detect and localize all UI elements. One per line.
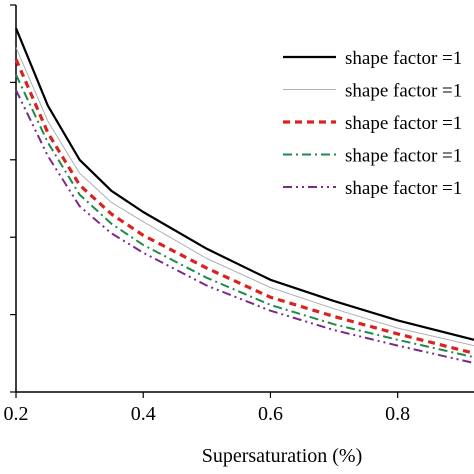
legend-label-4: shape factor =1: [345, 178, 462, 199]
series-layer: [14, 27, 474, 364]
series-line-3: [15, 74, 474, 359]
legend-label-0: shape factor =1: [345, 48, 462, 69]
legend-label-1: shape factor =1: [345, 81, 462, 102]
series-line-1: [15, 47, 474, 347]
series-line-2: [14, 58, 474, 355]
series-line-0: [14, 27, 474, 341]
x-axis-title: Supersaturation (%): [202, 445, 363, 467]
legend-label-2: shape factor =1: [345, 113, 462, 134]
x-tick-label-2: 0.6: [258, 403, 283, 425]
x-tick-label-3: 0.8: [385, 403, 410, 425]
legend: shape factor =1 shape factor =1 shape fact…: [283, 48, 462, 199]
axes: 0.2 0.4 0.6 0.8: [4, 4, 474, 425]
x-tick-label-1: 0.4: [131, 403, 156, 425]
x-tick-label-0: 0.2: [4, 403, 29, 425]
legend-label-3: shape factor =1: [345, 146, 462, 167]
series-line-4: [15, 89, 474, 364]
